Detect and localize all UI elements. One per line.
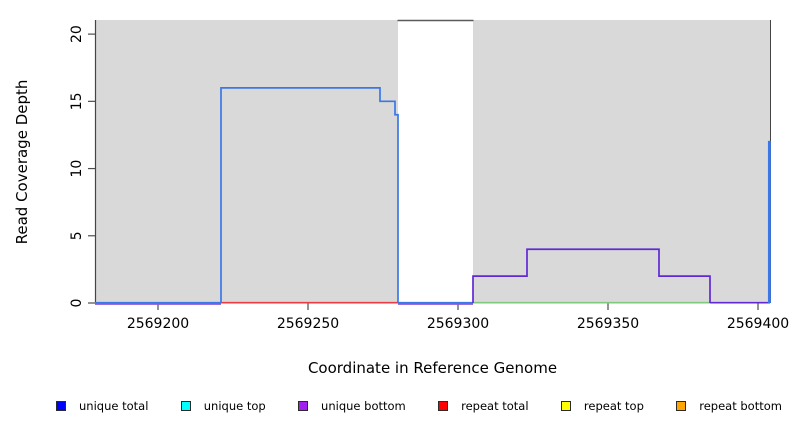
shaded-region bbox=[473, 20, 770, 303]
legend-label: unique bottom bbox=[321, 399, 406, 413]
x-tick-label: 2569300 bbox=[427, 316, 489, 332]
legend-label: repeat bottom bbox=[699, 399, 782, 413]
y-tick-label: 15 bbox=[69, 92, 85, 110]
x-axis-title: Coordinate in Reference Genome bbox=[307, 359, 558, 377]
legend-label: repeat top bbox=[583, 399, 644, 413]
y-tick-label: 10 bbox=[69, 160, 85, 178]
legend-swatch-icon bbox=[560, 401, 571, 411]
shaded-region bbox=[95, 20, 398, 303]
legend-item-repeat-total: repeat total bbox=[438, 399, 529, 413]
legend-label: unique top bbox=[203, 399, 266, 413]
legend-item-unique-top: unique top bbox=[180, 399, 266, 413]
legend: unique total unique top unique bottom repea… bbox=[0, 395, 792, 417]
y-tick-label: 20 bbox=[69, 25, 85, 43]
x-tick-label: 2569250 bbox=[277, 316, 339, 332]
series-unique-total bbox=[220, 87, 771, 303]
y-axis-title: Read Coverage Depth bbox=[13, 79, 31, 245]
legend-item-unique-total: unique total bbox=[56, 399, 148, 413]
legend-swatch-icon bbox=[676, 401, 687, 411]
legend-swatch-icon bbox=[298, 401, 309, 411]
legend-swatch-icon bbox=[180, 401, 191, 411]
x-tick-label: 2569350 bbox=[577, 316, 639, 332]
x-tick-label: 2569400 bbox=[727, 316, 789, 332]
legend-item-unique-bottom: unique bottom bbox=[298, 399, 406, 413]
legend-label: repeat total bbox=[461, 399, 529, 413]
x-tick-label: 2569200 bbox=[127, 316, 189, 332]
series-unique-bottom bbox=[472, 248, 711, 303]
legend-label: unique total bbox=[79, 399, 149, 413]
legend-swatch-icon bbox=[56, 401, 66, 411]
legend-item-repeat-bottom: repeat bottom bbox=[676, 399, 782, 413]
y-tick-label: 0 bbox=[69, 299, 85, 308]
legend-item-repeat-top: repeat top bbox=[560, 399, 644, 413]
y-tick-label: 5 bbox=[69, 231, 85, 240]
legend-swatch-icon bbox=[438, 401, 449, 411]
